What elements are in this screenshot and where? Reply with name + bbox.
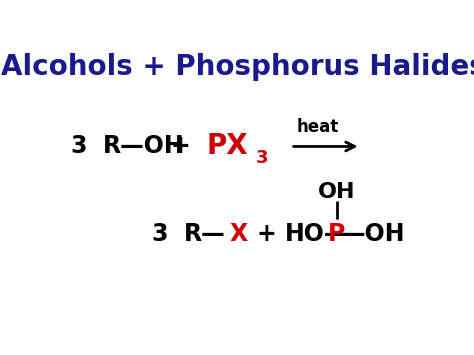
Text: Alcohols + Phosphorus Halides: Alcohols + Phosphorus Halides [0,53,474,81]
Text: heat: heat [297,118,339,136]
Text: —OH: —OH [341,222,405,246]
Text: R—: R— [184,222,226,246]
Text: X: X [229,222,247,246]
Text: PX: PX [206,132,248,160]
Text: HO—: HO— [285,222,349,246]
Text: R—OH: R—OH [103,135,185,158]
Text: P: P [328,222,345,246]
Text: +: + [171,135,191,158]
Text: 3: 3 [151,222,168,246]
Text: OH: OH [318,181,356,202]
Text: +: + [257,222,277,246]
Text: 3: 3 [70,135,87,158]
Text: 3: 3 [256,149,268,167]
